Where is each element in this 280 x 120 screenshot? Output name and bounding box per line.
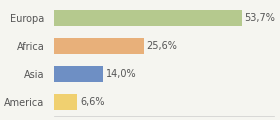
Text: 53,7%: 53,7% [244,13,276,23]
Text: 6,6%: 6,6% [80,97,104,107]
Text: 14,0%: 14,0% [106,69,136,79]
Text: 25,6%: 25,6% [146,41,177,51]
Bar [54,66,103,82]
Bar [54,10,242,26]
Bar [54,94,77,110]
Bar [54,38,144,54]
